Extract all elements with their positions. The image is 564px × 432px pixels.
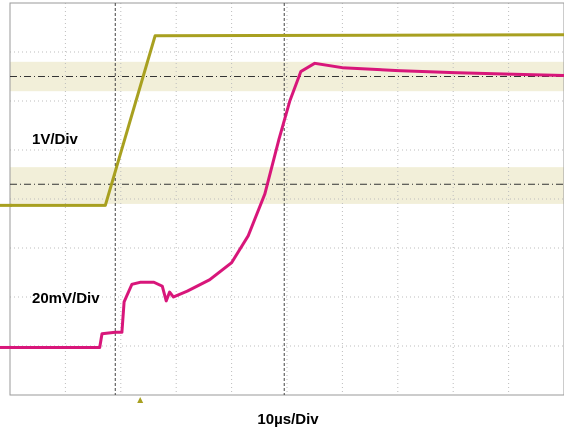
trigger-marker-icon [137,397,144,403]
ch1-scale-label: 1V/Div [32,131,79,148]
plot-frame [9,2,564,396]
channel-markers [0,203,144,403]
cursor-bands [10,61,564,204]
trace-c1 [10,33,564,207]
ch2-scale-label: 20mV/Div [32,290,100,307]
grid [10,3,564,395]
time-scale-label: 10µs/Div [257,411,319,428]
traces [10,33,564,349]
trace-c2 [10,61,564,349]
cursors [10,3,564,395]
band-lower [10,167,564,204]
